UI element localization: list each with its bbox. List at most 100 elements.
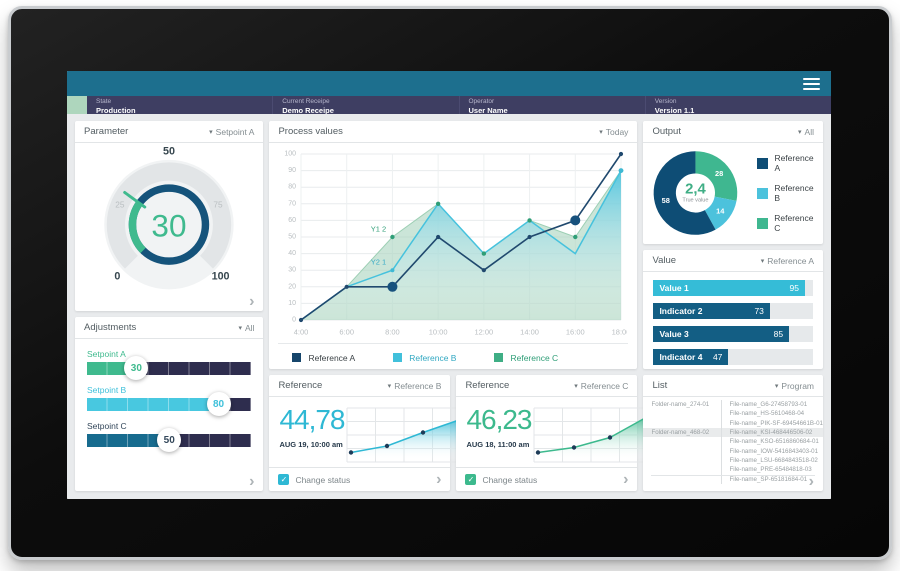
svg-text:80: 80: [289, 184, 297, 191]
svg-text:14:00: 14:00: [521, 328, 540, 337]
legend-item: Reference A: [757, 153, 821, 173]
legend-label: Reference B: [409, 352, 457, 363]
file-list: Folder-name_274-01 File-name_G6-27458793-…: [643, 397, 823, 484]
chevron-down-icon: ▾: [599, 128, 603, 136]
svg-text:90: 90: [289, 167, 297, 174]
list-row[interactable]: File-name_HS-5610468-04: [643, 409, 823, 419]
output-widget: Output ▾ All 28 14 58 2,4 True value Referenc…: [643, 121, 823, 244]
folder-name-cell: Folder-name_274-01: [651, 401, 710, 409]
reference-b-dropdown[interactable]: ▾ Reference B: [387, 380, 442, 391]
list-row[interactable]: File-name_SP-65181684-01: [643, 474, 823, 484]
legend-item: Reference C: [757, 213, 821, 233]
legend-item: Reference B: [757, 183, 821, 203]
value-bar-row: Indicator 4 47: [653, 349, 813, 365]
svg-text:25: 25: [116, 199, 126, 209]
value-bar: Value 3 85: [653, 326, 790, 342]
process-values-widget: Process values ▾ Today 0 10 20 30 40 50 60 70 80 9…: [269, 121, 638, 369]
slider-track[interactable]: 30: [87, 356, 252, 380]
slider-handle[interactable]: 50: [157, 428, 182, 452]
slider-track[interactable]: 50: [87, 428, 252, 452]
file-name-cell: File-name_G6-27458793-01: [721, 400, 823, 410]
value-bar: Indicator 4 47: [653, 349, 729, 365]
list-row[interactable]: File-name_LSU-6684843518-02: [643, 455, 823, 466]
process-dropdown[interactable]: ▾ Today: [599, 126, 629, 137]
list-row[interactable]: File-name_KSO-6516860684-01: [643, 437, 823, 447]
slider-handle[interactable]: 30: [124, 356, 149, 380]
svg-text:70: 70: [289, 200, 297, 207]
legend-item: Reference A: [292, 353, 355, 363]
list-title: List: [652, 380, 668, 391]
file-name-cell: File-name_IOW-5416843403-01: [721, 446, 823, 456]
header-value: User Name: [468, 105, 508, 115]
value-title: Value: [652, 255, 677, 266]
bar-label: Indicator 2: [659, 306, 703, 316]
adjustments-more-chevron[interactable]: ›: [249, 473, 255, 490]
slider-handle[interactable]: 80: [206, 392, 231, 416]
reference-b-more-chevron[interactable]: ›: [436, 471, 442, 488]
svg-text:16:00: 16:00: [566, 328, 585, 337]
legend-item: Reference C: [494, 353, 558, 363]
parameter-more-chevron[interactable]: ›: [249, 293, 255, 310]
bar-label: Indicator 4: [659, 352, 703, 362]
setpoint-slider: Setpoint B 80: [87, 385, 252, 416]
svg-text:100: 100: [285, 151, 297, 158]
adjustments-dropdown[interactable]: ▾ All: [238, 322, 255, 333]
svg-text:30: 30: [289, 267, 297, 274]
value-bar: Value 1 95: [653, 280, 806, 296]
reference-title: Reference: [465, 380, 510, 391]
setpoint-slider: Setpoint C 50: [87, 421, 252, 452]
reference-c-trend-chart: [533, 407, 649, 463]
parameter-dropdown[interactable]: ▾ Setpoint A: [209, 126, 255, 137]
legend-swatch: [757, 187, 769, 199]
svg-text:Y1 2: Y1 2: [371, 225, 386, 234]
bar-label: Value 3: [659, 329, 689, 339]
reference-c-more-chevron[interactable]: ›: [623, 471, 629, 488]
change-status-checkbox[interactable]: ✓: [465, 474, 477, 485]
svg-text:50: 50: [289, 234, 297, 241]
parameter-gauge: 25 75 0 50 100 30: [104, 146, 234, 290]
value-dropdown[interactable]: ▾ Reference A: [760, 255, 814, 266]
list-row[interactable]: File-name_PIK-SF-69454661B-01: [643, 418, 823, 428]
svg-text:20: 20: [289, 283, 297, 290]
list-more-chevron[interactable]: ›: [808, 473, 814, 490]
list-row[interactable]: Folder-name_274-01 File-name_G6-27458793-…: [643, 400, 823, 410]
chart-legend: Reference A Reference B Reference C: [278, 343, 629, 367]
slider-track[interactable]: 80: [87, 392, 252, 416]
file-name-cell: File-name_SP-65181684-01: [721, 474, 823, 484]
list-dropdown[interactable]: ▾ Program: [774, 380, 814, 391]
chevron-down-icon: ▾: [574, 382, 578, 390]
svg-text:0: 0: [115, 270, 121, 282]
reference-title: Reference: [278, 380, 323, 391]
change-status-checkbox[interactable]: ✓: [278, 474, 290, 485]
svg-text:40: 40: [289, 250, 297, 257]
svg-text:75: 75: [214, 199, 224, 209]
bar-label: Value 1: [659, 283, 689, 293]
svg-text:12:00: 12:00: [475, 328, 494, 337]
state-indicator: [67, 96, 87, 114]
svg-text:10: 10: [289, 300, 297, 307]
top-bar: [67, 71, 831, 96]
bar-value: 85: [773, 329, 784, 339]
status-header: State Production Current Receipe Demo Re…: [67, 96, 831, 115]
file-name-cell: File-name_PIK-SF-69454661B-01: [721, 418, 823, 428]
header-value: Demo Receipe: [282, 105, 334, 115]
device-bezel: State Production Current Receipe Demo Re…: [8, 6, 892, 560]
header-state: State Production: [87, 96, 272, 115]
reference-b-widget: Reference ▾ Reference B 44,78 AUG 19, 10:…: [269, 375, 462, 491]
list-row[interactable]: Folder-name_468-02 File-name_KSI-46844650…: [643, 427, 823, 438]
file-name-cell: File-name_KSI-468446506-02: [721, 427, 823, 438]
chevron-down-icon: ▾: [238, 324, 242, 332]
value-bar: Indicator 2 73: [653, 303, 770, 319]
svg-text:True value: True value: [683, 197, 709, 203]
dashboard: Parameter ▾ Setpoint A 25 75 0 50 100 30 › Adj…: [67, 114, 831, 499]
output-dropdown[interactable]: ▾ All: [798, 126, 814, 137]
list-row[interactable]: File-name_IOW-5416843403-01: [643, 446, 823, 456]
list-row[interactable]: File-name_PRE-65484818-03: [643, 465, 823, 475]
parameter-widget: Parameter ▾ Setpoint A 25 75 0 50 100 30 ›: [75, 121, 264, 311]
svg-text:6:00: 6:00: [340, 328, 355, 337]
hamburger-menu-icon[interactable]: [803, 78, 820, 92]
reference-c-dropdown[interactable]: ▾ Reference C: [574, 380, 629, 391]
file-name-cell: File-name_LSU-6684843518-02: [721, 455, 823, 466]
legend-label: Reference A: [308, 352, 356, 363]
